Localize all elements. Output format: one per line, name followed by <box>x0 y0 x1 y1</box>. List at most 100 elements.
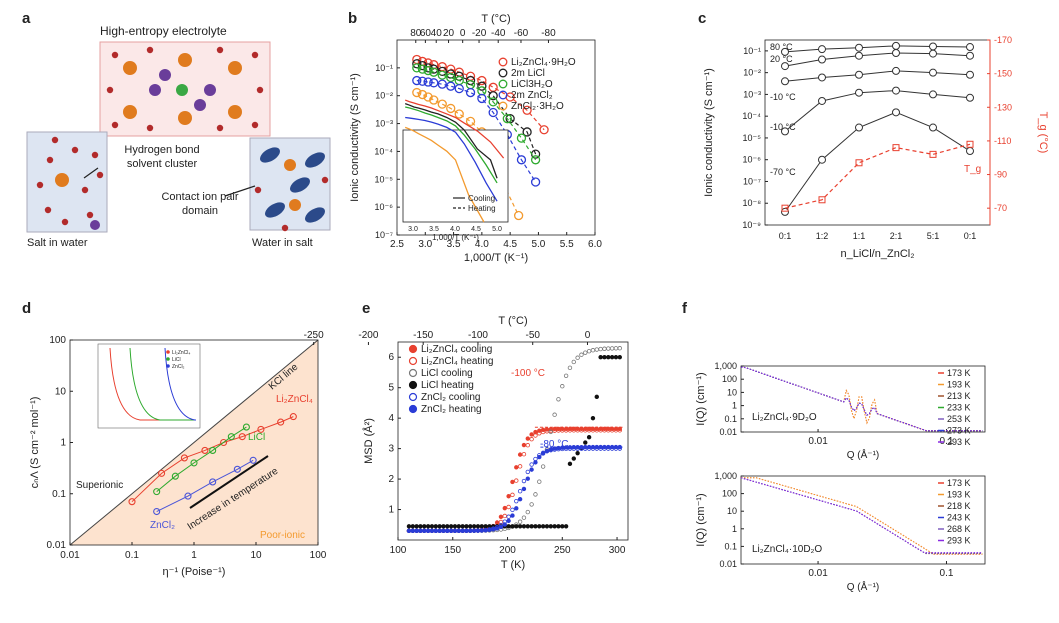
data-point-e <box>533 460 538 465</box>
data-point-e <box>567 461 573 467</box>
data-point-e <box>525 443 530 448</box>
y-tick-label-f_bottom: 10 <box>727 506 737 516</box>
data-point-e <box>552 524 557 529</box>
y-tick-label-e: 3 <box>388 444 394 455</box>
data-point-e <box>540 524 546 529</box>
inset-legend-label-b: Cooling <box>468 194 495 203</box>
inset-legend-marker-d <box>166 350 170 354</box>
data-point-e <box>514 506 519 511</box>
data-point-c <box>892 86 900 95</box>
data-point-e <box>533 492 538 497</box>
panel-label-a: a <box>22 10 31 27</box>
legend-marker-b <box>498 57 508 67</box>
data-point-e <box>521 452 527 457</box>
panel-label-c: c <box>698 10 707 27</box>
data-point-e <box>556 524 561 529</box>
data-point-e <box>579 352 584 357</box>
data-point-b <box>454 83 464 94</box>
data-point-e <box>422 524 427 529</box>
inset-series-line-b <box>404 99 505 159</box>
series-label-c: -70 °C <box>770 167 796 177</box>
data-point-b <box>522 105 532 115</box>
data-point-e <box>410 528 415 534</box>
data-point-c <box>855 88 863 97</box>
data-point-c <box>892 48 900 57</box>
data-point-b <box>513 210 524 221</box>
top-tick-label-e: -250 <box>304 330 324 341</box>
data-point-e <box>437 524 442 529</box>
data-point-c <box>929 90 937 99</box>
tg-point-c <box>855 159 863 167</box>
data-point-e <box>464 528 469 534</box>
data-point-e <box>544 448 550 454</box>
inset-legend-label-d: Li₂ZnCl₄ <box>172 350 190 356</box>
data-point-e <box>598 355 603 360</box>
zinc-ion-icon <box>55 173 69 187</box>
panel-label-b: b <box>348 10 358 27</box>
label-water-in-salt: Water in salt <box>252 237 313 249</box>
y-tick-label-d: 1 <box>60 438 66 449</box>
top-tick-label-b: 60 <box>420 28 432 39</box>
x-tick-label-e: 100 <box>390 545 407 556</box>
x-axis-title-f_bottom: Q (Å⁻¹) <box>847 580 880 593</box>
data-point-c <box>781 127 789 136</box>
data-point-c <box>966 93 974 102</box>
legend-label-e: ZnCl₂ cooling <box>421 392 480 403</box>
data-point-e <box>521 515 527 520</box>
data-point-e <box>563 524 569 529</box>
water-molecule-icon <box>46 156 54 164</box>
data-point-c <box>818 155 826 164</box>
x-tick-label-e: 200 <box>499 545 516 556</box>
water-molecule-icon <box>51 136 59 144</box>
series-line-d <box>156 459 254 512</box>
tg-label-c: T_g <box>964 164 981 175</box>
data-point-e <box>583 440 588 445</box>
legend-label-e: LiCl cooling <box>421 368 473 379</box>
data-point-e <box>529 502 534 507</box>
data-point-d <box>242 423 250 431</box>
data-point-d <box>201 446 209 454</box>
y-tick-label-d: 0.1 <box>52 489 66 500</box>
top-tick-label-e: 0 <box>585 330 591 341</box>
legend-label-f_top: 253 K <box>947 414 971 424</box>
inset-curve-d <box>129 347 196 421</box>
data-point-e <box>494 526 500 531</box>
series-label-c: -10 °C <box>770 122 796 132</box>
data-point-e <box>540 451 546 456</box>
data-point-b <box>477 75 487 86</box>
data-point-c <box>855 70 863 79</box>
data-point-c <box>818 73 826 82</box>
top-tick-label-b: -40 <box>491 28 506 39</box>
data-point-e <box>525 524 530 529</box>
tg-point-c <box>818 196 826 204</box>
data-point-e <box>498 514 504 519</box>
x-axis-title-d: η⁻¹ (Poise⁻¹) <box>163 566 226 578</box>
y-tick-label-e: 1 <box>388 505 394 516</box>
data-point-e <box>575 355 580 360</box>
right-axis-title-c: T_g (°C) <box>1037 112 1049 154</box>
data-point-c <box>818 55 826 64</box>
x-axis-title-b: 1,000/T (K⁻¹) <box>464 252 528 264</box>
data-point-e <box>483 528 488 533</box>
annotation-e: -100 °C <box>511 368 545 379</box>
y-tick-label-c: 10⁻⁸ <box>742 198 761 208</box>
data-point-b <box>488 97 498 107</box>
y-tick-label-f_top: 1,000 <box>714 361 737 371</box>
annotation-poor-ionic-d: Poor-ionic <box>260 530 305 541</box>
data-point-e <box>414 528 419 534</box>
data-point-e <box>548 447 553 452</box>
data-point-e <box>418 528 423 534</box>
legend-label-f_bottom: 293 K <box>947 536 971 546</box>
series-line-c <box>784 45 971 53</box>
data-point-e <box>617 355 622 360</box>
zinc-ion-icon <box>123 105 137 119</box>
legend-label-f_top: 213 K <box>947 391 971 401</box>
x-tick-label-c: 2:1 <box>890 231 903 241</box>
legend-marker-b <box>498 79 508 89</box>
series-line-b <box>416 67 537 161</box>
water-molecule-icon <box>44 206 52 214</box>
data-point-e <box>514 478 519 483</box>
data-point-c <box>892 41 900 50</box>
inset-curve-d <box>109 347 196 421</box>
data-point-e <box>602 346 607 351</box>
